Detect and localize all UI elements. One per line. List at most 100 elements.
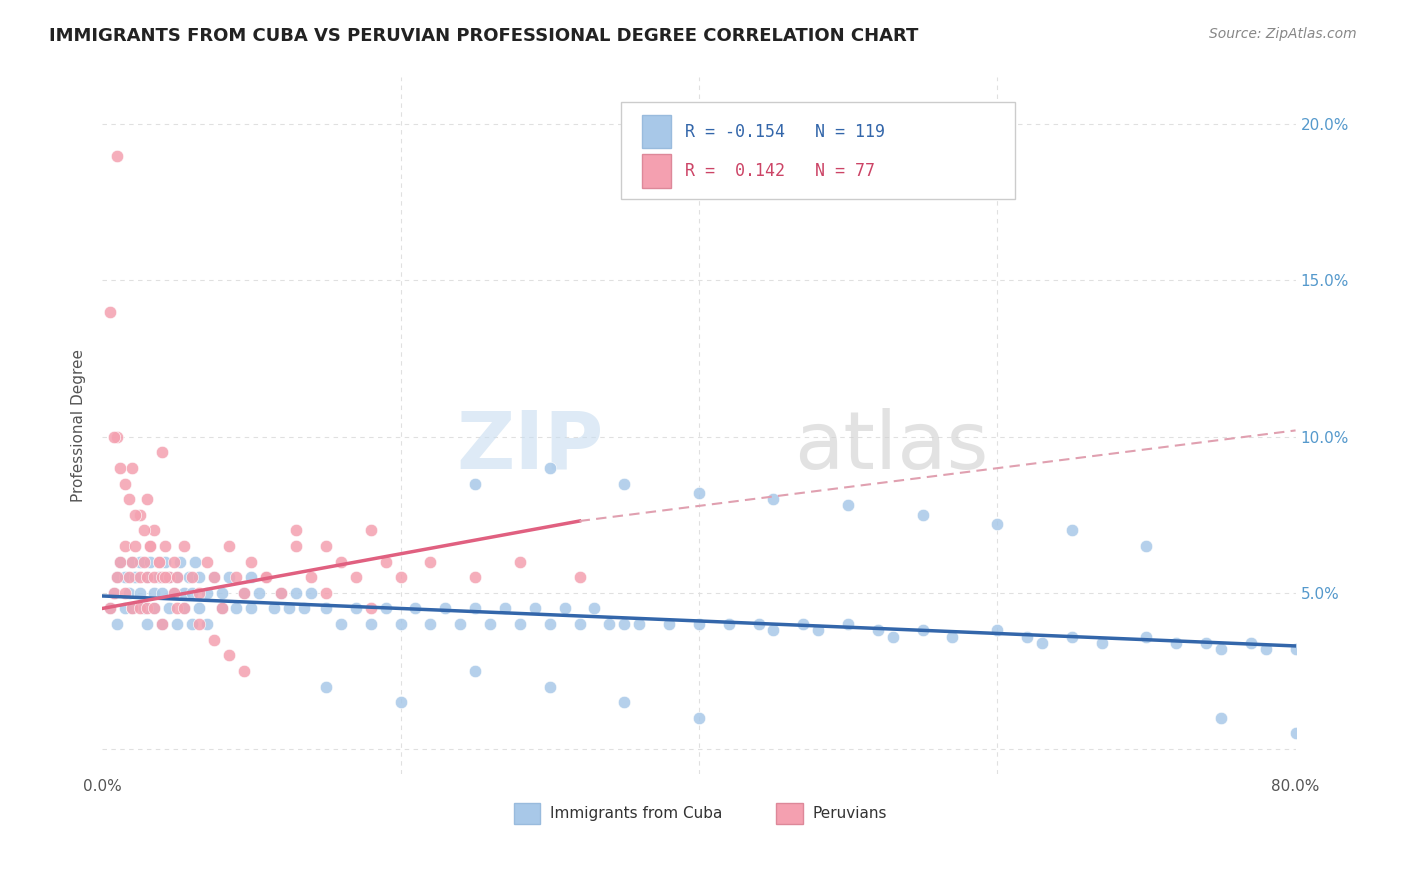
Point [150, 586, 173, 600]
Point [163, 555, 186, 569]
Point [688, 486, 710, 500]
Point [124, 570, 146, 584]
Point [103, 430, 125, 444]
Text: Immigrants from Cuba: Immigrants from Cuba [550, 806, 723, 822]
Bar [776, 804, 803, 824]
Point [128, 508, 150, 522]
Point [1209, 711, 1232, 725]
Text: Peruvians: Peruvians [813, 806, 887, 822]
Point [568, 617, 591, 632]
Point [1091, 636, 1114, 650]
Point [360, 524, 382, 538]
Point [882, 630, 904, 644]
Point [837, 499, 859, 513]
Point [232, 586, 254, 600]
Point [389, 695, 412, 709]
Bar [641, 154, 672, 187]
Point [360, 601, 382, 615]
Point [132, 555, 155, 569]
Point [538, 461, 561, 475]
Point [128, 555, 150, 569]
Point [1031, 636, 1053, 650]
Point [688, 711, 710, 725]
Point [277, 601, 299, 615]
Point [103, 586, 125, 600]
Point [270, 586, 292, 600]
Point [360, 617, 382, 632]
Point [121, 555, 143, 569]
Point [315, 680, 337, 694]
Point [195, 586, 218, 600]
Point [188, 617, 211, 632]
Point [762, 492, 785, 507]
Point [105, 148, 128, 162]
Point [163, 586, 186, 600]
Point [108, 555, 131, 569]
Point [464, 476, 486, 491]
Point [108, 461, 131, 475]
Point [211, 586, 233, 600]
Bar [641, 115, 672, 148]
Point [464, 570, 486, 584]
Point [114, 586, 136, 600]
Point [389, 570, 412, 584]
Point [315, 539, 337, 553]
Point [299, 586, 322, 600]
Point [866, 624, 889, 638]
Text: R = -0.154   N = 119: R = -0.154 N = 119 [685, 123, 884, 141]
Point [128, 601, 150, 615]
Point [285, 524, 308, 538]
Point [211, 601, 233, 615]
Point [153, 539, 176, 553]
Point [105, 617, 128, 632]
Point [150, 617, 173, 632]
Point [218, 539, 240, 553]
Point [464, 601, 486, 615]
Point [211, 601, 233, 615]
Point [1060, 524, 1083, 538]
Point [225, 601, 247, 615]
Point [344, 601, 367, 615]
Point [202, 632, 225, 647]
Text: Source: ZipAtlas.com: Source: ZipAtlas.com [1209, 27, 1357, 41]
Point [523, 601, 546, 615]
Point [329, 555, 352, 569]
Point [1254, 642, 1277, 657]
Point [132, 601, 155, 615]
Point [1166, 636, 1188, 650]
Point [128, 570, 150, 584]
Point [148, 555, 170, 569]
Point [118, 570, 141, 584]
Text: atlas: atlas [794, 408, 988, 485]
Point [315, 601, 337, 615]
Point [240, 601, 263, 615]
Point [103, 586, 125, 600]
Point [153, 570, 176, 584]
Point [150, 445, 173, 459]
Point [247, 586, 270, 600]
Point [173, 539, 195, 553]
Point [717, 617, 740, 632]
Point [568, 570, 591, 584]
Point [180, 617, 202, 632]
Point [121, 601, 143, 615]
Point [195, 555, 218, 569]
Point [434, 601, 457, 615]
Point [188, 586, 211, 600]
Point [329, 617, 352, 632]
Point [270, 586, 292, 600]
Point [240, 570, 263, 584]
Point [121, 601, 143, 615]
Point [628, 617, 651, 632]
Point [232, 664, 254, 678]
Point [150, 617, 173, 632]
Point [374, 601, 396, 615]
Point [143, 601, 166, 615]
Point [374, 555, 396, 569]
Bar [515, 804, 540, 824]
Point [509, 617, 531, 632]
Point [911, 624, 934, 638]
Point [173, 586, 195, 600]
Point [315, 586, 337, 600]
Point [263, 601, 285, 615]
